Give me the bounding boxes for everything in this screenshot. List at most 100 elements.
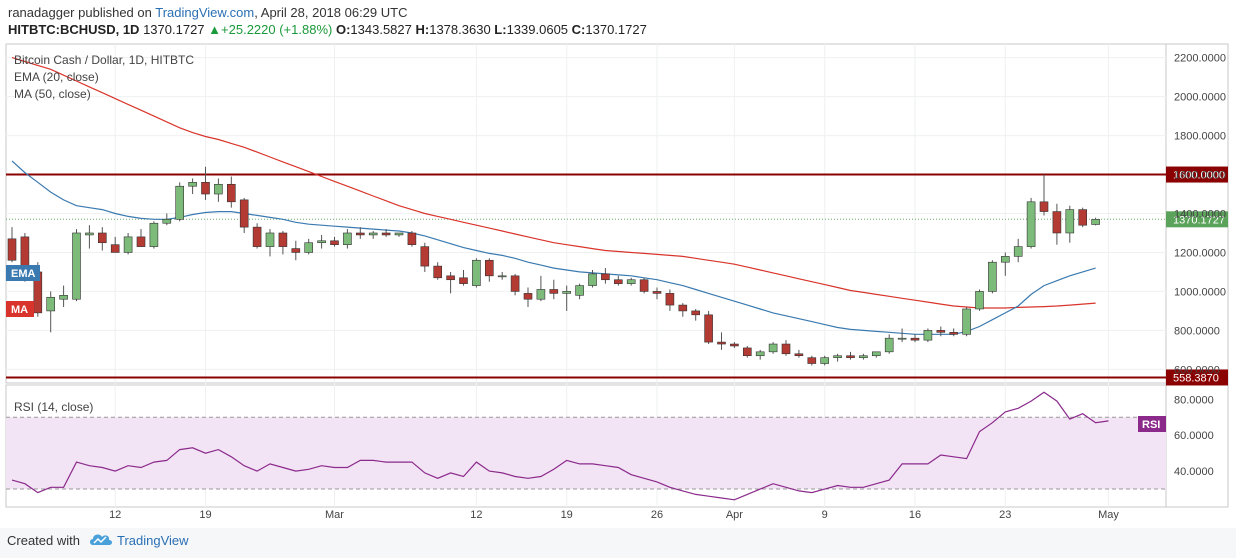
- candle-down: [1078, 207, 1087, 228]
- candle-body: [1026, 201, 1036, 247]
- ema-legend[interactable]: EMA (20, close): [14, 70, 99, 84]
- level-price-tag: [1166, 369, 1228, 386]
- rsi-band: [6, 417, 1166, 490]
- candle-body: [239, 199, 249, 228]
- ema-badge-label: EMA: [11, 268, 36, 280]
- candle-body: [884, 337, 894, 353]
- candle-down: [549, 279, 559, 300]
- candle-up: [755, 349, 765, 360]
- close-label: C:: [571, 22, 586, 37]
- candle-body: [1052, 211, 1062, 234]
- candle-body: [484, 259, 494, 277]
- tradingview-brand-link[interactable]: TradingView: [117, 533, 189, 548]
- candle-down: [704, 310, 713, 345]
- candle-body: [407, 232, 417, 245]
- candle-down: [781, 340, 791, 356]
- candle-body: [794, 353, 804, 357]
- candle-body: [742, 347, 752, 357]
- candle-up: [626, 277, 636, 286]
- candle-down: [278, 231, 288, 255]
- ema-badge: [6, 265, 40, 281]
- candle-down: [691, 308, 701, 321]
- candle-up: [1065, 205, 1075, 243]
- candle-body: [859, 355, 868, 358]
- horizontal-levels: 1600.0000 558.3870 1370.1727: [6, 166, 1228, 386]
- tradingview-cloud-icon[interactable]: [88, 531, 114, 549]
- time-tick-label: 19: [561, 509, 573, 521]
- candle-down: [717, 332, 726, 350]
- candle-down: [523, 287, 533, 308]
- time-tick-label: 26: [651, 509, 663, 521]
- candle-up: [188, 178, 197, 195]
- candle-body: [1000, 256, 1010, 263]
- candle-up: [343, 229, 352, 249]
- candle-down: [201, 166, 210, 200]
- author-name[interactable]: ranadagger: [8, 5, 75, 20]
- candle-up: [46, 291, 56, 333]
- candle-body: [201, 182, 210, 195]
- candle-up: [536, 275, 546, 302]
- candle-body: [85, 232, 94, 236]
- candle-body: [252, 226, 262, 247]
- candle-body: [330, 240, 339, 245]
- candle-up: [897, 328, 907, 343]
- ohlc-readout: HITBTC:BCHUSD, 1D 1370.1727 ▲+25.2220 (+…: [8, 22, 647, 37]
- last-price: 1370.1727: [143, 22, 205, 37]
- rsi-layer: [6, 391, 1166, 501]
- candle-body: [613, 279, 623, 284]
- candle-down: [420, 242, 430, 272]
- rsi-legend[interactable]: RSI (14, close): [14, 400, 93, 414]
- candle-up: [588, 270, 597, 288]
- candle-up: [497, 271, 507, 280]
- footer: Created with TradingView: [0, 528, 1236, 558]
- candle-down: [291, 240, 301, 261]
- candle-up: [1000, 252, 1010, 276]
- candle-up: [304, 238, 314, 255]
- candle-up: [265, 229, 275, 257]
- candle-body: [162, 219, 172, 224]
- price-tick-label: 1000.0000: [1174, 286, 1226, 298]
- candle-down: [794, 349, 804, 358]
- candle-up: [859, 353, 868, 360]
- candle-down: [510, 273, 520, 296]
- candle-body: [975, 291, 984, 310]
- candle-body: [110, 244, 120, 253]
- candle-up: [317, 234, 326, 249]
- level-price-label: 1600.0000: [1173, 170, 1225, 182]
- ma-legend[interactable]: MA (50, close): [14, 87, 91, 101]
- candle-up: [820, 355, 830, 366]
- candle-body: [227, 183, 236, 203]
- rsi-tick-label: 40.0000: [1174, 466, 1214, 478]
- candle-down: [730, 342, 739, 348]
- candle-down: [446, 271, 455, 294]
- candle-body: [59, 295, 68, 300]
- low-label: L:: [494, 22, 507, 37]
- candle-down: [807, 355, 817, 366]
- price-tick-label: 2200.0000: [1174, 53, 1226, 65]
- price-tick-label: 800.0000: [1174, 325, 1220, 337]
- candle-up: [1091, 217, 1100, 226]
- candle-body: [343, 232, 352, 245]
- chart-canvas[interactable]: 1600.0000 558.3870 1370.1727 2200.0000 2000…: [0, 0, 1236, 528]
- price-tick-label: 1400.0000: [1174, 209, 1226, 221]
- candle-body: [278, 232, 288, 247]
- price-axis-panel[interactable]: [1165, 43, 1229, 508]
- candle-down: [665, 289, 675, 311]
- candle-body: [265, 232, 275, 247]
- candle-up: [162, 213, 172, 226]
- publish-header: ranadagger published on TradingView.com,…: [0, 0, 1236, 44]
- candle-body: [601, 273, 610, 281]
- candle-body: [704, 314, 713, 343]
- candle-up: [85, 225, 94, 249]
- candle-up: [1013, 238, 1023, 263]
- candle-up: [175, 182, 184, 222]
- candle-body: [368, 232, 378, 236]
- axis-labels: 2200.0000 2000.0000 1800.0000 1600.0000 1400…: [109, 53, 1226, 521]
- candle-body: [304, 242, 314, 253]
- ma-badge: [6, 301, 34, 317]
- candle-body: [755, 351, 765, 357]
- candle-body: [7, 238, 17, 261]
- platform-link[interactable]: TradingView.com: [155, 5, 255, 20]
- candle-down: [227, 176, 236, 208]
- candle-body: [136, 236, 146, 247]
